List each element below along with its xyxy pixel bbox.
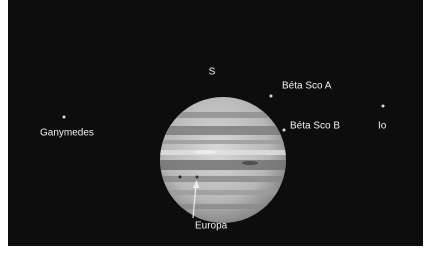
beta-sco-a-dot [270, 95, 273, 98]
beta-sco-b-label: Béta Sco B [290, 121, 340, 132]
beta-sco-a-label: Béta Sco A [282, 81, 332, 92]
io-dot [382, 105, 385, 108]
io-label: Io [378, 121, 387, 132]
ganymedes-label: Ganymedes [40, 128, 94, 139]
beta-sco-b-dot [283, 129, 286, 132]
south-label: S [209, 67, 216, 78]
ganymedes-dot [63, 116, 66, 119]
europa-label: Europa [195, 221, 228, 232]
europa-dot [196, 176, 199, 179]
europa-shadow [179, 176, 182, 179]
sketch: S Béta Sco A Béta Sco B Io Ganymedes Eur… [0, 0, 431, 254]
